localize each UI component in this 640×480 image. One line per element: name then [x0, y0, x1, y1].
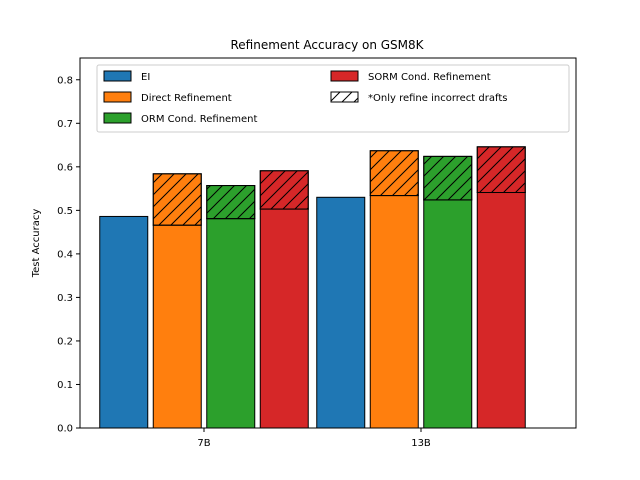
- bar-13b-series-2: [423, 199, 473, 429]
- y-tick-label: 0.8: [57, 75, 73, 86]
- legend-swatch: [330, 70, 359, 82]
- y-tick-label: 0.1: [57, 380, 73, 391]
- chart-title: Refinement Accuracy on GSM8K: [230, 38, 424, 52]
- bar-hatch-7b-series-2: [206, 185, 256, 220]
- bar-7b-series-1: [152, 224, 202, 429]
- y-tick-label: 0.6: [57, 162, 73, 173]
- bar-hatch-7b-series-3: [259, 170, 309, 210]
- bar-hatch-13b-series-3: [476, 146, 526, 194]
- x-tick-label: 7B: [197, 438, 210, 449]
- legend-hatch-swatch: [330, 91, 359, 103]
- bar-hatch-13b-series-1: [369, 150, 419, 197]
- bar-7b-series-0: [99, 215, 149, 429]
- legend-swatch: [103, 112, 132, 124]
- y-tick-label: 0.4: [57, 249, 73, 260]
- bar-13b-series-3: [476, 192, 526, 429]
- legend-swatch: [103, 91, 132, 103]
- y-axis-label: Test Accuracy: [31, 209, 42, 279]
- y-tick-label: 0.2: [57, 336, 73, 347]
- bar-13b-series-0: [316, 196, 366, 429]
- bar-hatch-7b-series-1: [152, 173, 202, 226]
- legend: EI Direct Refinement ORM Cond. Refinement S…: [96, 64, 570, 133]
- y-axis: 0.0 0.1 0.2 0.3 0.4 0.5 0.6 0.7 0.8: [57, 75, 80, 435]
- legend-label: EI: [141, 72, 150, 83]
- legend-label: Direct Refinement: [141, 93, 232, 104]
- bars-layer: [99, 146, 526, 429]
- y-tick-label: 0.0: [57, 424, 73, 435]
- legend-label: *Only refine incorrect drafts: [368, 93, 507, 104]
- y-tick-label: 0.3: [57, 293, 73, 304]
- bar-13b-series-1: [369, 195, 419, 429]
- bar-hatch-13b-series-2: [423, 155, 473, 201]
- x-axis: 7B 13B: [197, 428, 431, 449]
- bar-7b-series-3: [259, 208, 309, 429]
- legend-label: SORM Cond. Refinement: [368, 72, 491, 83]
- y-tick-label: 0.5: [57, 206, 73, 217]
- x-tick-label: 13B: [411, 438, 431, 449]
- legend-label: ORM Cond. Refinement: [141, 114, 257, 125]
- plot-frame: [79, 57, 577, 429]
- bar-7b-series-2: [206, 218, 256, 429]
- y-tick-label: 0.7: [57, 119, 73, 130]
- legend-swatch: [103, 70, 132, 82]
